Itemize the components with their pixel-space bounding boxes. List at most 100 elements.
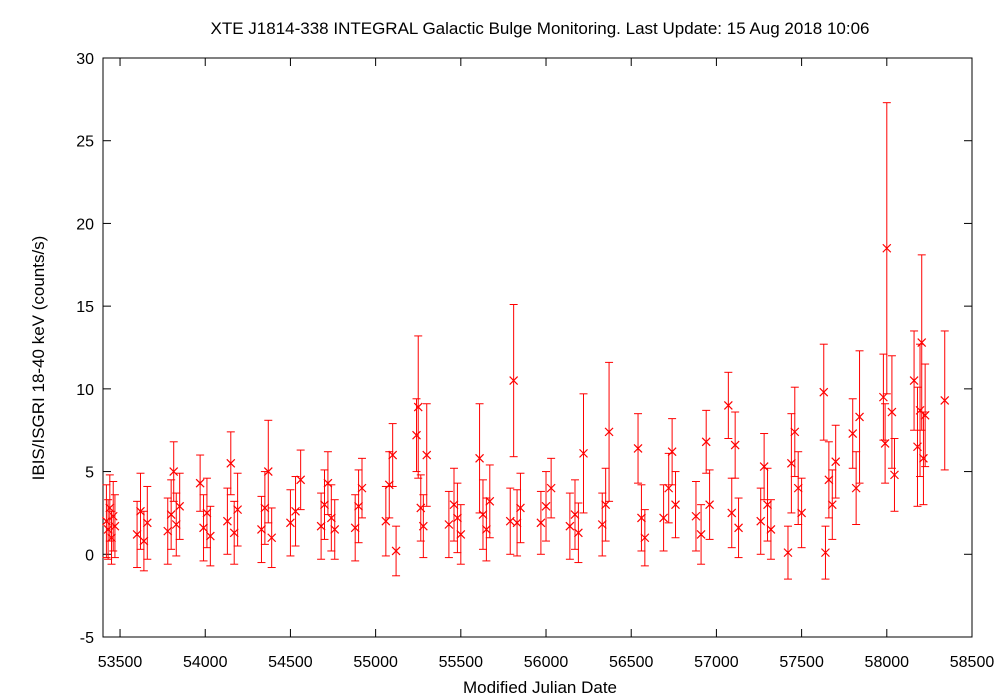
x-axis: 53500 54000 54500 55000 55500 56000 56500 57000… — [98, 58, 994, 671]
data-point — [701, 409, 711, 474]
data-point — [291, 476, 300, 547]
data-point — [633, 413, 643, 484]
y-tick-label: 10 — [76, 382, 94, 399]
x-marker — [940, 396, 950, 405]
x-marker — [175, 501, 185, 511]
x-marker — [783, 548, 793, 558]
data-point — [920, 363, 930, 468]
x-marker — [166, 510, 176, 520]
x-marker — [296, 475, 306, 485]
x-marker — [766, 525, 776, 534]
data-point — [821, 525, 830, 580]
x-marker — [797, 508, 807, 518]
data-point — [793, 451, 803, 526]
x-marker — [413, 402, 423, 412]
data-point — [257, 495, 266, 564]
x-marker — [579, 448, 588, 458]
x-marker — [920, 410, 930, 420]
x-marker — [734, 523, 743, 533]
x-marker — [316, 521, 326, 531]
y-axis: -5 0 5 10 15 20 25 30 — [76, 51, 972, 647]
x-marker — [759, 462, 769, 472]
y-axis-label: IBIS/ISGRI 18-40 keV (counts/s) — [29, 236, 48, 481]
x-marker — [831, 457, 841, 467]
data-point — [260, 471, 270, 545]
data-point — [132, 500, 142, 569]
x-marker — [597, 520, 607, 529]
data-point — [350, 494, 360, 562]
data-point — [222, 487, 232, 555]
data-point — [723, 371, 733, 439]
data-point — [516, 472, 525, 544]
x-marker — [202, 508, 212, 518]
x-marker — [412, 430, 421, 440]
x-marker — [263, 467, 273, 476]
x-tick-label: 57000 — [694, 654, 739, 671]
x-marker — [485, 496, 495, 506]
data-point — [226, 431, 236, 496]
data-point — [391, 525, 401, 577]
x-marker — [418, 521, 428, 531]
x-marker — [701, 437, 711, 447]
data-point — [671, 471, 680, 539]
x-marker — [793, 483, 803, 493]
x-marker — [890, 470, 899, 480]
data-point — [786, 413, 796, 514]
x-marker — [667, 447, 677, 457]
x-marker — [878, 392, 888, 402]
x-marker — [391, 546, 401, 556]
data-point — [505, 487, 515, 555]
data-series — [101, 102, 950, 580]
x-marker — [481, 525, 491, 534]
x-marker — [323, 478, 333, 488]
data-point — [452, 482, 462, 554]
x-marker — [541, 501, 551, 511]
x-marker — [350, 523, 360, 533]
x-marker — [565, 521, 575, 531]
data-point — [381, 485, 391, 557]
x-marker — [824, 475, 834, 485]
x-marker — [851, 483, 861, 493]
data-point — [890, 437, 899, 512]
data-point — [878, 353, 888, 441]
x-marker — [640, 533, 650, 543]
data-point — [909, 330, 919, 431]
x-marker — [108, 511, 118, 521]
x-marker — [320, 500, 329, 510]
data-point — [107, 510, 116, 565]
data-point — [880, 403, 890, 484]
data-point — [163, 497, 173, 565]
data-point — [637, 484, 646, 552]
plot-frame — [102, 57, 973, 638]
data-point — [384, 451, 394, 519]
data-point — [101, 484, 111, 559]
x-tick-label: 58000 — [865, 654, 910, 671]
data-point — [667, 418, 677, 486]
x-marker — [790, 427, 800, 437]
x-marker — [855, 412, 864, 422]
data-point — [296, 449, 306, 511]
x-marker — [505, 516, 515, 526]
data-point — [573, 502, 583, 564]
x-marker — [354, 501, 364, 511]
x-marker — [422, 450, 432, 460]
data-point — [851, 451, 861, 526]
data-point — [475, 403, 484, 514]
x-marker — [195, 478, 205, 488]
x-marker — [786, 458, 796, 468]
x-marker — [604, 427, 614, 437]
x-tick-label: 54500 — [268, 654, 313, 671]
data-point — [831, 424, 841, 499]
x-marker — [691, 511, 701, 521]
y-tick-label: 30 — [76, 51, 94, 68]
x-marker — [291, 506, 300, 516]
x-marker — [107, 533, 116, 543]
data-point — [233, 472, 243, 547]
data-point — [263, 419, 273, 524]
x-marker — [601, 500, 611, 510]
x-marker — [444, 520, 454, 529]
x-marker — [536, 518, 546, 528]
x-marker — [546, 483, 556, 493]
x-marker — [169, 467, 179, 476]
